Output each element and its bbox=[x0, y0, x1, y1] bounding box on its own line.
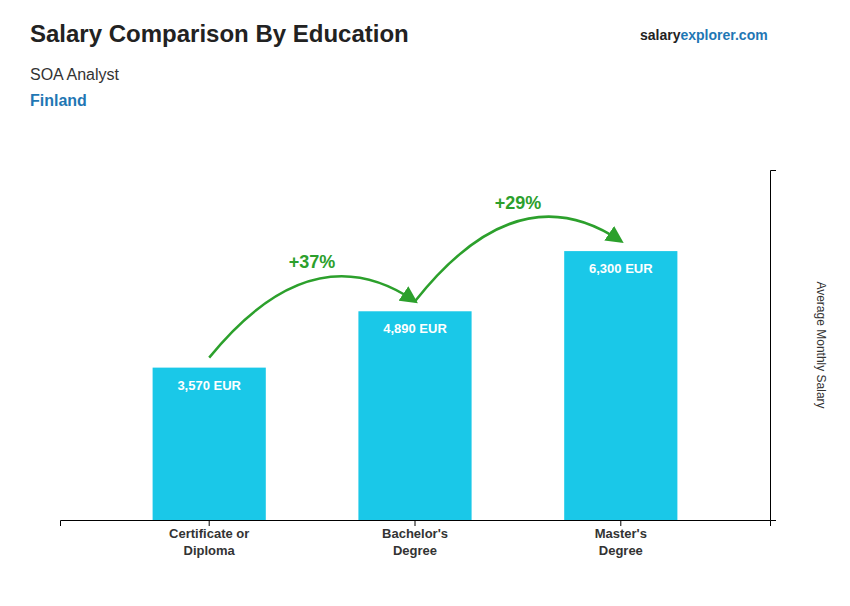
x-tick-label: Bachelor'sDegree bbox=[382, 526, 448, 558]
pct-label: +29% bbox=[495, 193, 542, 213]
x-tick: Bachelor'sDegree bbox=[382, 520, 448, 558]
y-axis-label: Average Monthly Salary bbox=[814, 281, 828, 408]
x-axis-line bbox=[61, 521, 771, 527]
bar bbox=[153, 368, 266, 520]
x-tick-mark bbox=[209, 520, 210, 526]
website-text: salary bbox=[640, 27, 681, 43]
data-label: 4,890 EUR bbox=[383, 321, 447, 336]
pct-label: +37% bbox=[289, 252, 336, 272]
x-axis: Certificate orDiploma Bachelor'sDegree Mas… bbox=[61, 520, 771, 558]
country: Finland bbox=[30, 92, 87, 109]
x-tick-mark bbox=[620, 520, 621, 526]
data-label: 6,300 EUR bbox=[589, 261, 653, 276]
bar bbox=[564, 251, 677, 520]
x-tick-mark bbox=[415, 520, 416, 526]
x-tick-label: Master'sDegree bbox=[595, 526, 647, 558]
arc-arrow bbox=[415, 217, 621, 302]
title: Salary Comparison By Education bbox=[30, 20, 409, 47]
plot: Certificate orDiploma Bachelor'sDegree Mas… bbox=[61, 171, 777, 559]
arc-arrow bbox=[209, 276, 415, 357]
data-label: 3,570 EUR bbox=[177, 378, 241, 393]
chart-svg: Salary Comparison By Education salaryexpl… bbox=[0, 0, 850, 606]
arc-arrows: +37% +29% bbox=[209, 193, 621, 357]
bar bbox=[358, 311, 471, 520]
x-tick: Master'sDegree bbox=[595, 520, 647, 558]
x-tick: Certificate orDiploma bbox=[169, 520, 249, 558]
bars bbox=[153, 251, 678, 520]
subtitle: SOA Analyst bbox=[30, 66, 119, 83]
y-axis bbox=[771, 171, 777, 521]
data-labels: 3,570 EUR 4,890 EUR 6,300 EUR bbox=[177, 261, 653, 393]
y-axis-line bbox=[771, 171, 777, 521]
website-text: explorer.com bbox=[680, 27, 767, 43]
x-tick-label: Certificate orDiploma bbox=[169, 526, 249, 558]
